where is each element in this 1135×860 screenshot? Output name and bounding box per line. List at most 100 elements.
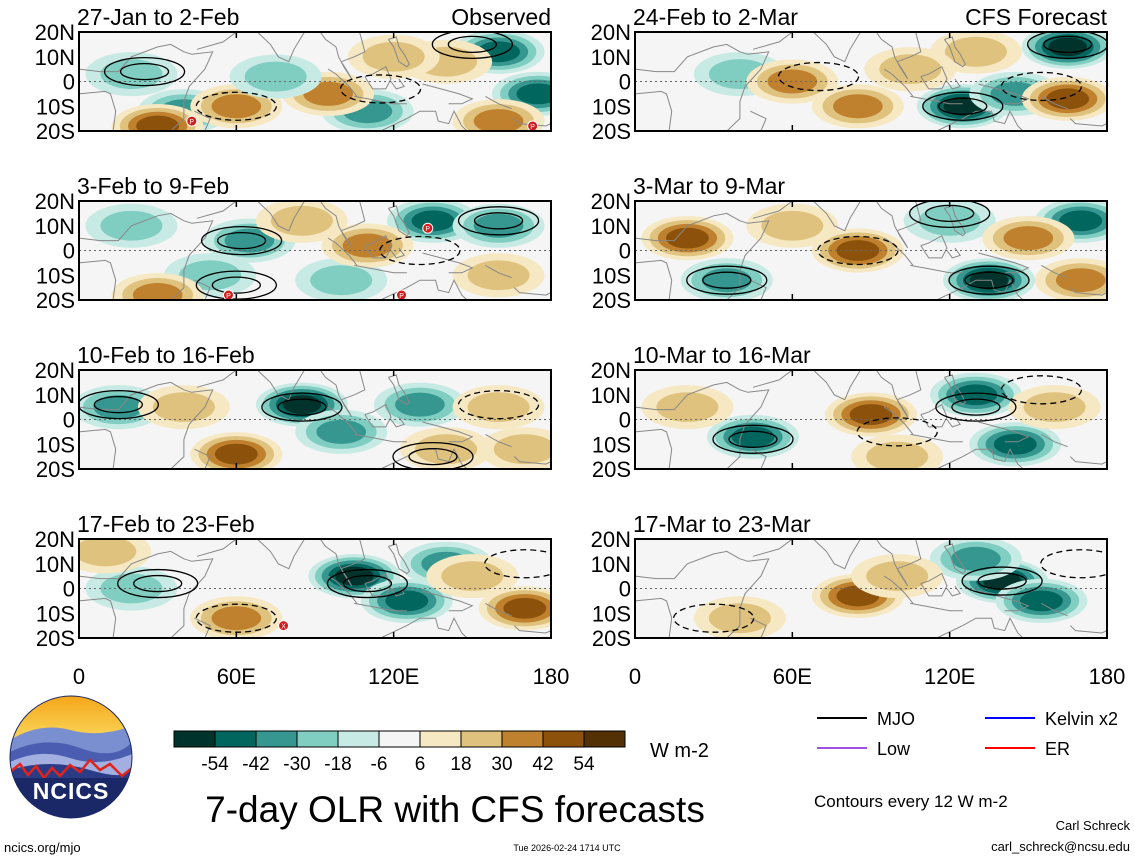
coastline — [390, 78, 406, 90]
olr-anomaly-blob — [665, 227, 709, 249]
olr-anomaly-blob — [79, 539, 137, 567]
coastline — [196, 201, 237, 219]
colorbar-swatch — [542, 730, 585, 748]
coastline — [79, 597, 117, 638]
panel-frame — [78, 31, 552, 132]
mjo-contour — [777, 61, 860, 92]
storm-marker-label: P — [189, 119, 194, 126]
coastline — [750, 448, 767, 469]
coastline — [79, 43, 214, 131]
olr-anomaly-blob — [761, 210, 824, 241]
coastline — [635, 428, 673, 469]
coastline — [256, 539, 305, 570]
mjo-contour — [935, 392, 1017, 422]
y-tick-label: 0 — [63, 408, 75, 433]
olr-anomaly-blob — [503, 597, 547, 619]
coastline — [196, 539, 237, 557]
storm-marker — [527, 120, 539, 131]
storm-marker-label: P — [425, 226, 430, 233]
coastline — [485, 602, 512, 617]
y-tick-label: 10S — [592, 601, 631, 626]
coastline — [354, 433, 407, 443]
colorbar-tick-label: 42 — [532, 754, 553, 775]
footer-email: carl_schreck@ncsu.edu — [991, 839, 1130, 854]
mjo-contour-inner — [119, 62, 170, 81]
olr-anomaly-blob — [866, 561, 929, 592]
mjo-contour — [195, 91, 277, 121]
olr-anomaly-blob — [316, 419, 367, 444]
coastline — [319, 370, 366, 418]
mjo-contour-inner — [938, 97, 988, 115]
coastline — [327, 68, 358, 97]
colorbar-swatch — [583, 730, 626, 748]
coastline — [812, 370, 861, 401]
y-tick-label: 10N — [591, 552, 631, 577]
olr-anomaly-blob — [132, 283, 183, 300]
coastline — [910, 95, 963, 105]
panel-title: 10-Feb to 16-Feb — [77, 342, 255, 368]
olr-anomaly-blob — [1046, 88, 1090, 110]
coastline — [319, 539, 366, 587]
y-tick-label: 20S — [36, 119, 75, 144]
panel-frame — [634, 200, 1108, 301]
olr-anomaly-blob — [951, 546, 1001, 571]
mjo-contour-inner — [1043, 35, 1093, 54]
legend-label: Kelvin x2 — [1045, 709, 1118, 729]
logo-text: NCICS — [33, 778, 110, 804]
y-tick-label: 10N — [35, 214, 75, 239]
coastline — [327, 575, 358, 604]
olr-anomaly-blob — [656, 392, 719, 423]
x-tick-label: 180 — [1089, 664, 1126, 689]
coastline — [750, 279, 767, 300]
panel-frame — [78, 200, 552, 301]
y-tick-label: 10S — [36, 601, 75, 626]
coastline — [194, 279, 211, 300]
y-tick-label: 10S — [592, 94, 631, 119]
olr-anomaly-blob — [282, 395, 322, 415]
y-tick-label: 20S — [592, 457, 631, 482]
storm-marker — [222, 289, 234, 300]
mjo-contour-inner — [277, 398, 327, 416]
colorbar-swatch — [501, 730, 544, 748]
coastline — [936, 617, 1024, 638]
storm-marker-label: X — [281, 624, 286, 631]
mjo-contour — [1027, 32, 1107, 60]
olr-anomaly-blob — [395, 392, 445, 417]
panel-title: 17-Mar to 23-Mar — [633, 511, 811, 537]
coastline — [387, 543, 411, 575]
olr-anomaly-blob — [467, 392, 530, 423]
coastline — [79, 550, 214, 638]
coastline — [920, 234, 948, 259]
x-axis-left: 0 60E 120E 180 — [73, 664, 569, 689]
mjo-contour — [1040, 549, 1107, 579]
mjo-contour-inner — [447, 35, 497, 54]
mjo-contour — [673, 603, 755, 633]
coastline — [883, 237, 914, 266]
colorbar-swatch — [214, 730, 257, 748]
coastline — [196, 32, 237, 50]
colorbar-tick-label: 6 — [415, 754, 426, 775]
coastline — [354, 264, 407, 274]
panel-title: 3-Mar to 9-Mar — [633, 173, 785, 199]
mjo-contour-inner — [211, 276, 261, 294]
olr-anomaly-blob — [1048, 37, 1087, 57]
legend-label: MJO — [877, 709, 915, 729]
mjo-contour — [1000, 71, 1083, 102]
footer-url: ncics.org/mjo — [4, 840, 81, 855]
coastline — [812, 201, 861, 232]
coastline — [812, 32, 861, 63]
coastline — [936, 448, 1024, 469]
ncics-logo: NCICS — [9, 695, 133, 819]
mjo-contour-inner — [473, 212, 524, 230]
y-tick-label: 20S — [36, 457, 75, 482]
mjo-contour — [117, 568, 199, 599]
coastline — [1069, 625, 1107, 634]
legend-label: ER — [1045, 739, 1070, 759]
olr-anomaly-blob — [993, 433, 1037, 455]
coastline — [752, 201, 793, 219]
mjo-contour — [948, 265, 1030, 295]
panel-frame — [634, 538, 1108, 639]
olr-anomaly-blob — [879, 54, 942, 85]
